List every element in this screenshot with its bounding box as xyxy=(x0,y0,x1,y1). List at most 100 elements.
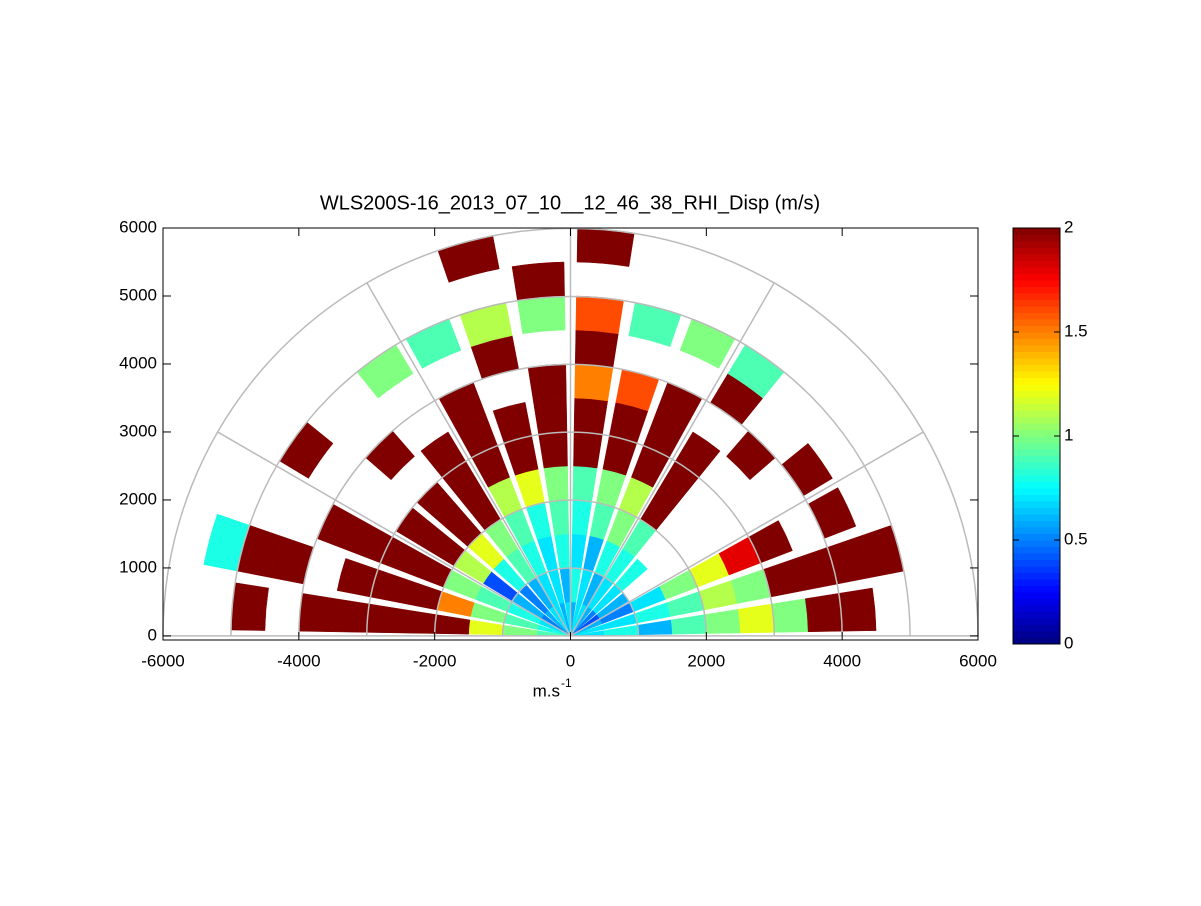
colorbar-swatch xyxy=(1013,299,1060,307)
colorbar-tick-label: 0.5 xyxy=(1064,529,1088,548)
colorbar-swatch xyxy=(1013,267,1060,274)
chart-title: WLS200S-16_2013_07_10__12_46_38_RHI_Disp… xyxy=(320,192,820,214)
colorbar-swatch xyxy=(1013,553,1060,560)
colorbar-swatch xyxy=(1013,527,1060,534)
colorbar-swatch xyxy=(1013,475,1060,482)
y-tick-label: 0 xyxy=(148,625,157,644)
colorbar-swatch xyxy=(1013,247,1060,255)
data-cell xyxy=(573,397,608,435)
data-cell xyxy=(804,593,843,633)
data-cell xyxy=(771,598,809,633)
data-cell xyxy=(575,295,624,335)
data-cell xyxy=(230,582,269,631)
colorbar-swatch xyxy=(1013,481,1060,489)
colorbar-swatch xyxy=(1013,358,1060,365)
colorbar-swatch xyxy=(1013,254,1060,261)
polar-spoke xyxy=(366,282,572,637)
colorbar-swatch xyxy=(1013,468,1060,476)
colorbar-swatch xyxy=(1013,416,1060,424)
colorbar-swatch xyxy=(1013,637,1060,645)
colorbar-swatch xyxy=(1013,338,1060,346)
colorbar-swatch xyxy=(1013,403,1060,411)
colorbar-swatch xyxy=(1013,260,1060,268)
colorbar-tick-label: 1 xyxy=(1064,425,1073,444)
x-axis-label-sup: -1 xyxy=(561,676,572,690)
y-tick-label: 6000 xyxy=(119,217,157,236)
data-cell xyxy=(527,363,567,402)
colorbar-swatch xyxy=(1013,572,1060,580)
colorbar-swatch xyxy=(1013,488,1060,495)
data-cell xyxy=(576,227,635,267)
colorbar-swatch xyxy=(1013,228,1060,235)
polar-spoke xyxy=(570,431,924,637)
y-tick-label: 4000 xyxy=(119,353,157,372)
colorbar-swatch xyxy=(1013,455,1060,463)
colorbar-swatch xyxy=(1013,319,1060,326)
data-cell xyxy=(517,295,566,335)
colorbar-swatch xyxy=(1013,631,1060,638)
colorbar-swatch xyxy=(1013,436,1060,443)
data-cell xyxy=(533,397,568,435)
colorbar-swatch xyxy=(1013,345,1060,352)
data-cell xyxy=(838,587,877,632)
colorbar-swatch xyxy=(1013,312,1060,320)
colorbar-swatch xyxy=(1013,384,1060,391)
data-cell xyxy=(511,261,565,301)
colorbar-swatch xyxy=(1013,540,1060,547)
colorbar-swatch xyxy=(1013,325,1060,333)
colorbar-swatch xyxy=(1013,559,1060,567)
x-tick-label: 2000 xyxy=(687,651,725,670)
y-tick-label: 5000 xyxy=(119,285,157,304)
colorbar-swatch xyxy=(1013,598,1060,606)
colorbar-swatch xyxy=(1013,280,1060,287)
colorbar-swatch xyxy=(1013,520,1060,528)
x-axis-label: m.s xyxy=(533,681,560,700)
colorbar-swatch xyxy=(1013,442,1060,450)
y-tick-label: 1000 xyxy=(119,557,157,576)
colorbar-swatch xyxy=(1013,449,1060,456)
colorbar-swatch xyxy=(1013,462,1060,469)
polar-spoke xyxy=(217,431,571,637)
colorbar-swatch xyxy=(1013,351,1060,359)
colorbar-tick-label: 1.5 xyxy=(1064,321,1088,340)
colorbar-swatch xyxy=(1013,605,1060,612)
y-tick-label: 2000 xyxy=(119,489,157,508)
data-cell xyxy=(332,598,370,633)
colorbar-swatch xyxy=(1013,410,1060,417)
colorbar-swatch xyxy=(1013,507,1060,515)
colorbar-swatch xyxy=(1013,429,1060,437)
colorbar-swatch xyxy=(1013,371,1060,378)
colorbar-swatch xyxy=(1013,397,1060,404)
data-cell xyxy=(538,431,568,469)
colorbar-swatch xyxy=(1013,390,1060,398)
colorbar-swatch xyxy=(1013,611,1060,619)
colorbar-swatch xyxy=(1013,241,1060,248)
colorbar-swatch xyxy=(1013,293,1060,300)
data-cell xyxy=(298,593,337,633)
x-tick-label: 4000 xyxy=(823,651,861,670)
y-tick-label: 3000 xyxy=(119,421,157,440)
colorbar-swatch xyxy=(1013,566,1060,573)
colorbar-swatch xyxy=(1013,306,1060,313)
colorbar-swatch xyxy=(1013,364,1060,372)
data-cell xyxy=(574,363,614,402)
colorbar-swatch xyxy=(1013,546,1060,554)
colorbar-swatch xyxy=(1013,624,1060,632)
polar-spoke xyxy=(569,282,775,637)
data-cell xyxy=(573,431,603,469)
x-tick-label: 0 xyxy=(566,651,575,670)
colorbar-tick-label: 0 xyxy=(1064,633,1073,652)
colorbar-swatch xyxy=(1013,579,1060,586)
colorbar-swatch xyxy=(1013,514,1060,521)
colorbar-swatch xyxy=(1013,494,1060,502)
x-tick-label: -6000 xyxy=(141,651,184,670)
x-tick-label: 6000 xyxy=(959,651,997,670)
colorbar-swatch xyxy=(1013,618,1060,625)
colorbar-swatch xyxy=(1013,423,1060,430)
colorbar-swatch xyxy=(1013,592,1060,599)
colorbar-swatch xyxy=(1013,377,1060,385)
colorbar-tick-label: 2 xyxy=(1064,217,1073,236)
data-cell xyxy=(737,603,775,634)
data-cell xyxy=(574,329,619,368)
